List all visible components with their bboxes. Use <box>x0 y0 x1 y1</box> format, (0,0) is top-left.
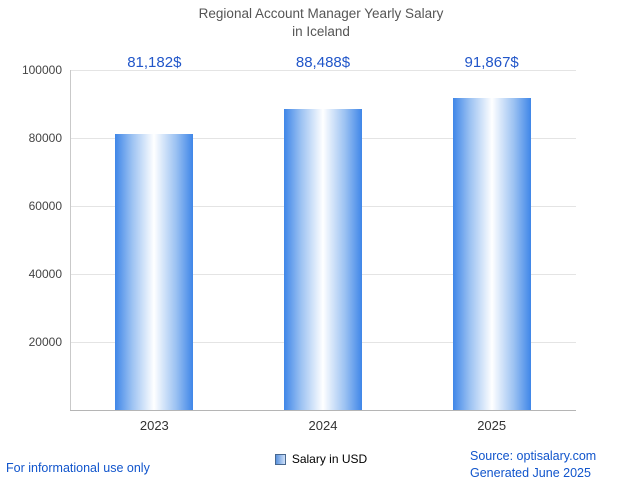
chart-title: Regional Account Manager Yearly Salary i… <box>0 5 642 40</box>
bar <box>115 133 194 410</box>
chart-title-line1: Regional Account Manager Yearly Salary <box>198 6 444 21</box>
y-tick-label: 60000 <box>28 199 62 213</box>
y-axis-line <box>70 70 71 410</box>
legend-label: Salary in USD <box>291 452 368 466</box>
bar-value-label: 81,182$ <box>127 54 182 71</box>
gridline <box>70 70 576 71</box>
x-axis-line <box>70 410 576 411</box>
legend: Salary in USD <box>0 452 642 466</box>
source-block: Source: optisalary.com Generated June 20… <box>470 448 596 482</box>
y-tick-label: 40000 <box>28 267 62 281</box>
legend-marker-icon <box>274 453 286 465</box>
source-link[interactable]: Source: optisalary.com <box>470 449 597 463</box>
bar-value-label: 91,867$ <box>464 54 519 71</box>
bar <box>452 97 531 410</box>
y-tick-label: 100000 <box>21 63 62 77</box>
generated-date: Generated June 2025 <box>470 465 591 480</box>
bar <box>284 109 362 410</box>
x-axis-label: 2023 <box>139 418 169 433</box>
x-axis-label: 2025 <box>477 418 507 433</box>
x-axis-label: 2024 <box>308 418 338 433</box>
y-tick-label: 80000 <box>28 131 62 145</box>
bar-value-label: 88,488$ <box>295 54 351 71</box>
chart-title-line2: in Iceland <box>292 23 350 39</box>
disclaimer-text: For informational use only <box>6 461 150 475</box>
y-tick-label: 20000 <box>28 335 62 349</box>
